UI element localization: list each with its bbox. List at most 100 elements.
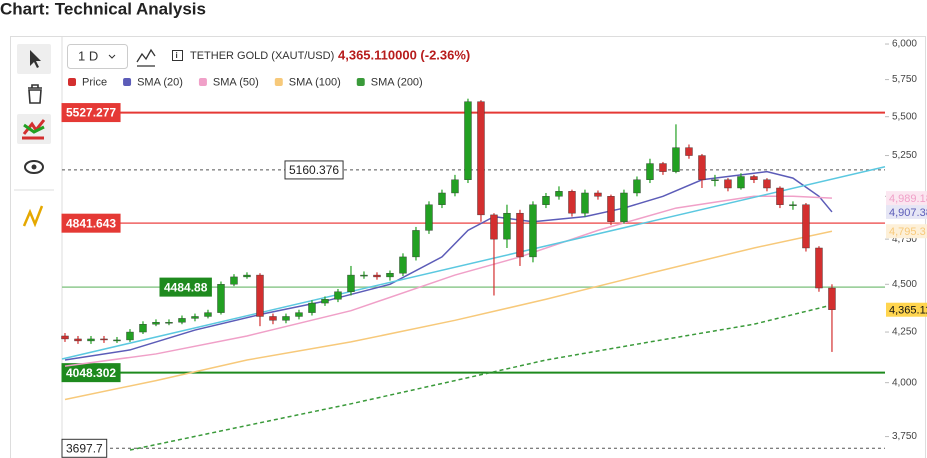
y-tick-label: 4,250 [892,327,917,338]
candle-body [568,191,576,214]
candle-body [581,192,589,214]
y-tick-label: 4,000 [892,377,917,388]
candle-body [620,192,628,222]
level-label-text: 4048.302 [66,366,116,380]
candle-body [594,192,602,197]
legend-swatch [356,78,365,86]
candle-body [802,204,810,249]
candle-body [243,274,251,278]
candle-body [360,274,368,277]
plot-area: 3,7504,0004,2504,5004,7505,0005,2505,500… [61,39,927,458]
candle-body [87,338,95,342]
indicator-line [129,304,833,451]
candle-body [152,322,160,325]
legend-label: SMA (200) [371,76,423,88]
candle-body [776,187,784,205]
candle-body [763,179,771,189]
candle-body [230,276,238,285]
page-title: Chart: Technical Analysis [0,0,206,18]
draw-icon[interactable] [22,205,44,228]
info-icon[interactable] [172,50,183,61]
candle-body [100,338,108,341]
candle-body [529,204,537,258]
candle-body [464,101,472,180]
level-label-box [61,103,121,123]
level-label: 5160.376 [284,160,344,180]
interval-select[interactable] [67,44,128,69]
candle-body [724,179,732,189]
level-label-text: 5160.376 [289,163,339,177]
candle-body [386,273,394,278]
y-tick-label: 5,500 [892,111,917,122]
candle-body [139,324,147,333]
candle-body [646,163,654,180]
candle-body [282,316,290,321]
level-label-text: 3697.7 [66,441,103,455]
y-tick-label: 4,750 [892,234,917,245]
candle-body [685,147,693,156]
candle-body [503,212,511,240]
interval-label: 1 D [78,48,98,63]
legend-label: SMA (50) [213,76,259,88]
candle-body [828,287,836,310]
y-tick-label: 4,500 [892,279,917,290]
symbol-price: 4,365.110000 (-2.36%) [338,47,470,62]
legend-swatch [123,78,132,86]
candle-body [425,204,433,231]
last-value-box [886,302,927,317]
candle-body [477,101,485,216]
candle-body [711,179,719,181]
level-label-text: 4484.88 [164,280,208,294]
info-icon-i: i [176,51,178,60]
candle-body [672,147,680,172]
candle-body [698,155,706,180]
candle-body [165,322,173,324]
candle-body [399,256,407,274]
legend-swatch [274,78,283,86]
candle-body [191,316,199,319]
candle-body [633,179,641,194]
candle-body [321,299,329,304]
legend-label: SMA (20) [137,76,183,88]
legend-swatch [68,78,76,86]
candle-body [750,176,758,180]
candle-body [373,274,381,278]
indicator-line [64,230,833,401]
level-label-text: 5527.277 [66,106,116,120]
last-value-label: 4,365.11 [889,305,927,317]
y-tick-label: 6,000 [892,39,917,50]
candle-body [555,191,563,197]
level-label: 4484.88 [159,277,212,297]
candle-body [61,335,69,340]
level-label: 4048.302 [61,363,121,383]
cursor-icon [30,50,41,68]
legend-label: SMA (100) [289,76,341,88]
candle-body [659,163,667,172]
candle-body [542,196,550,205]
candle-body [334,291,342,300]
last-value-label: 4,989.18 [889,193,927,205]
eye-icon[interactable] [24,160,44,174]
candle-body [295,312,303,317]
level-label-box [61,438,108,458]
dropdown-arrow [108,54,116,59]
y-tick-label: 5,250 [892,150,917,161]
legend-swatch [198,78,207,86]
last-value-box [886,204,927,219]
legend-label: Price [82,76,107,88]
y-tick-label: 3,750 [892,431,917,442]
candle-body [74,338,82,342]
legend: Price SMA (20) SMA (50) SMA (100) SMA (200) [68,76,423,88]
level-label: 5527.277 [61,103,121,123]
level-label-box [284,160,344,180]
trash-icon[interactable] [28,84,42,104]
symbol-name: TETHER GOLD (XAUT/USD) [190,50,334,62]
level-label-text: 4841.643 [66,216,116,230]
indicator-line [61,166,886,360]
level-label-box [61,213,121,233]
level-label-box [61,363,121,383]
indicator-icon[interactable] [136,48,156,67]
eye-pupil [31,164,37,170]
